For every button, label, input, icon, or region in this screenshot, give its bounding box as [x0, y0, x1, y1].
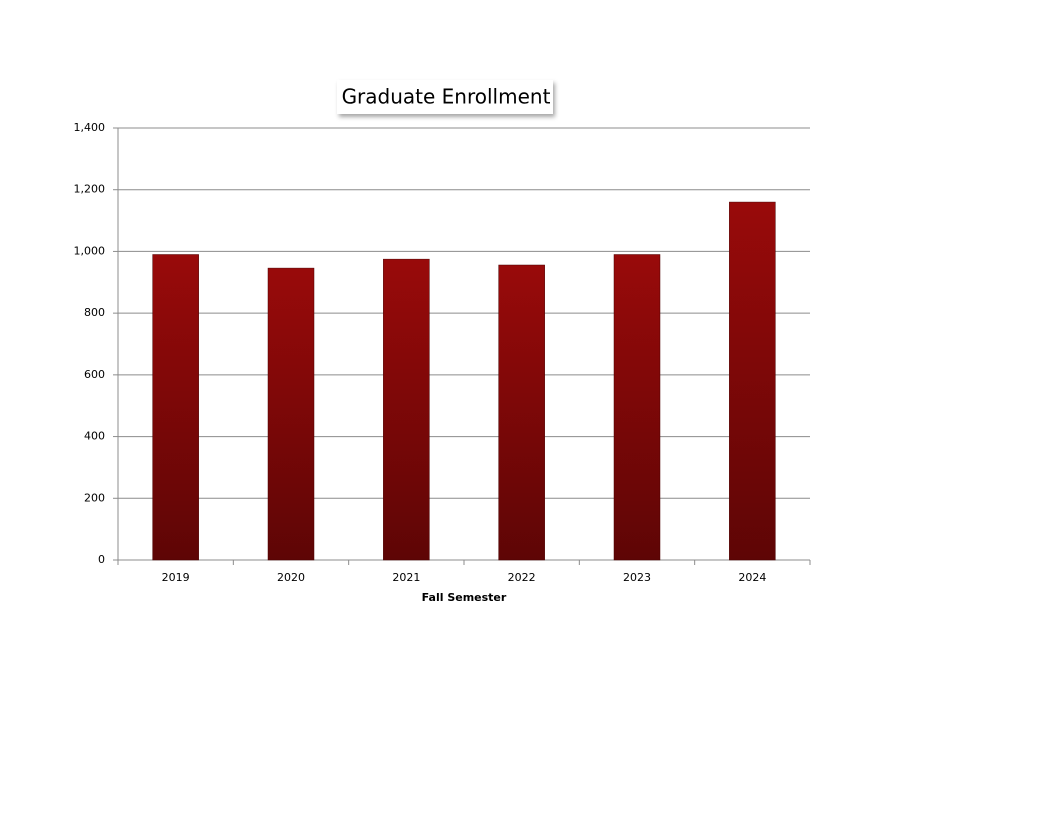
title-box [337, 80, 553, 114]
y-tick-label: 400 [84, 430, 105, 443]
y-tick-label: 1,200 [74, 183, 106, 196]
x-tick-label: 2024 [738, 571, 766, 584]
bar [267, 267, 315, 561]
bar [152, 254, 199, 561]
x-tick-label: 2023 [623, 571, 651, 584]
y-tick-label: 600 [84, 368, 105, 381]
y-tick-label: 200 [84, 491, 105, 504]
y-tick-label: 800 [84, 306, 105, 319]
x-tick-label: 2020 [277, 571, 305, 584]
chart-title: Graduate Enrollment [342, 85, 551, 109]
bar [729, 201, 776, 561]
x-tick-label: 2019 [162, 571, 190, 584]
bar [383, 258, 430, 561]
y-tick-label: 0 [98, 553, 105, 566]
bar [498, 264, 545, 561]
x-tick-label: 2021 [392, 571, 420, 584]
x-tick-label: 2022 [508, 571, 536, 584]
bar [613, 254, 661, 561]
y-tick-label: 1,000 [74, 244, 106, 257]
x-axis-label: Fall Semester [422, 591, 507, 604]
y-tick-label: 1,400 [74, 121, 106, 134]
